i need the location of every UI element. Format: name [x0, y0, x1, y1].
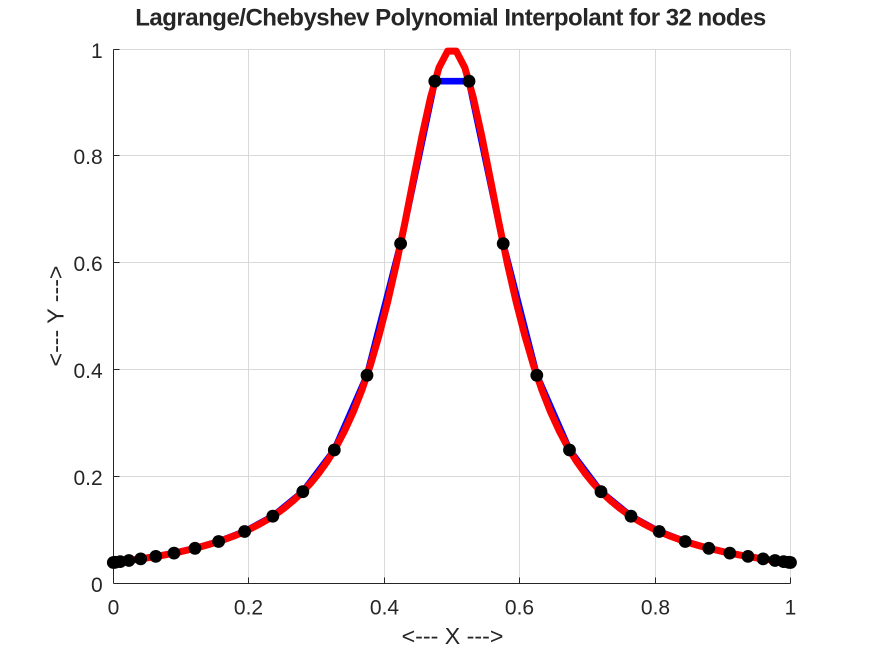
svg-text:<--- Y --->: <--- Y --->	[43, 266, 69, 367]
svg-text:0.6: 0.6	[505, 597, 534, 620]
svg-text:<--- X --->: <--- X --->	[402, 623, 504, 649]
svg-text:0.8: 0.8	[73, 146, 102, 169]
svg-text:0: 0	[91, 574, 103, 597]
svg-text:0.8: 0.8	[641, 597, 670, 620]
svg-text:0.2: 0.2	[234, 597, 263, 620]
svg-text:0: 0	[108, 597, 120, 620]
svg-text:0.4: 0.4	[73, 360, 103, 383]
svg-text:0.6: 0.6	[73, 253, 102, 276]
svg-text:1: 1	[785, 597, 797, 620]
svg-text:Lagrange/Chebyshev Polynomial: Lagrange/Chebyshev Polynomial Interpolan…	[135, 4, 766, 31]
svg-text:0.2: 0.2	[73, 467, 102, 490]
svg-text:0.4: 0.4	[370, 597, 400, 620]
svg-text:1: 1	[91, 40, 103, 63]
